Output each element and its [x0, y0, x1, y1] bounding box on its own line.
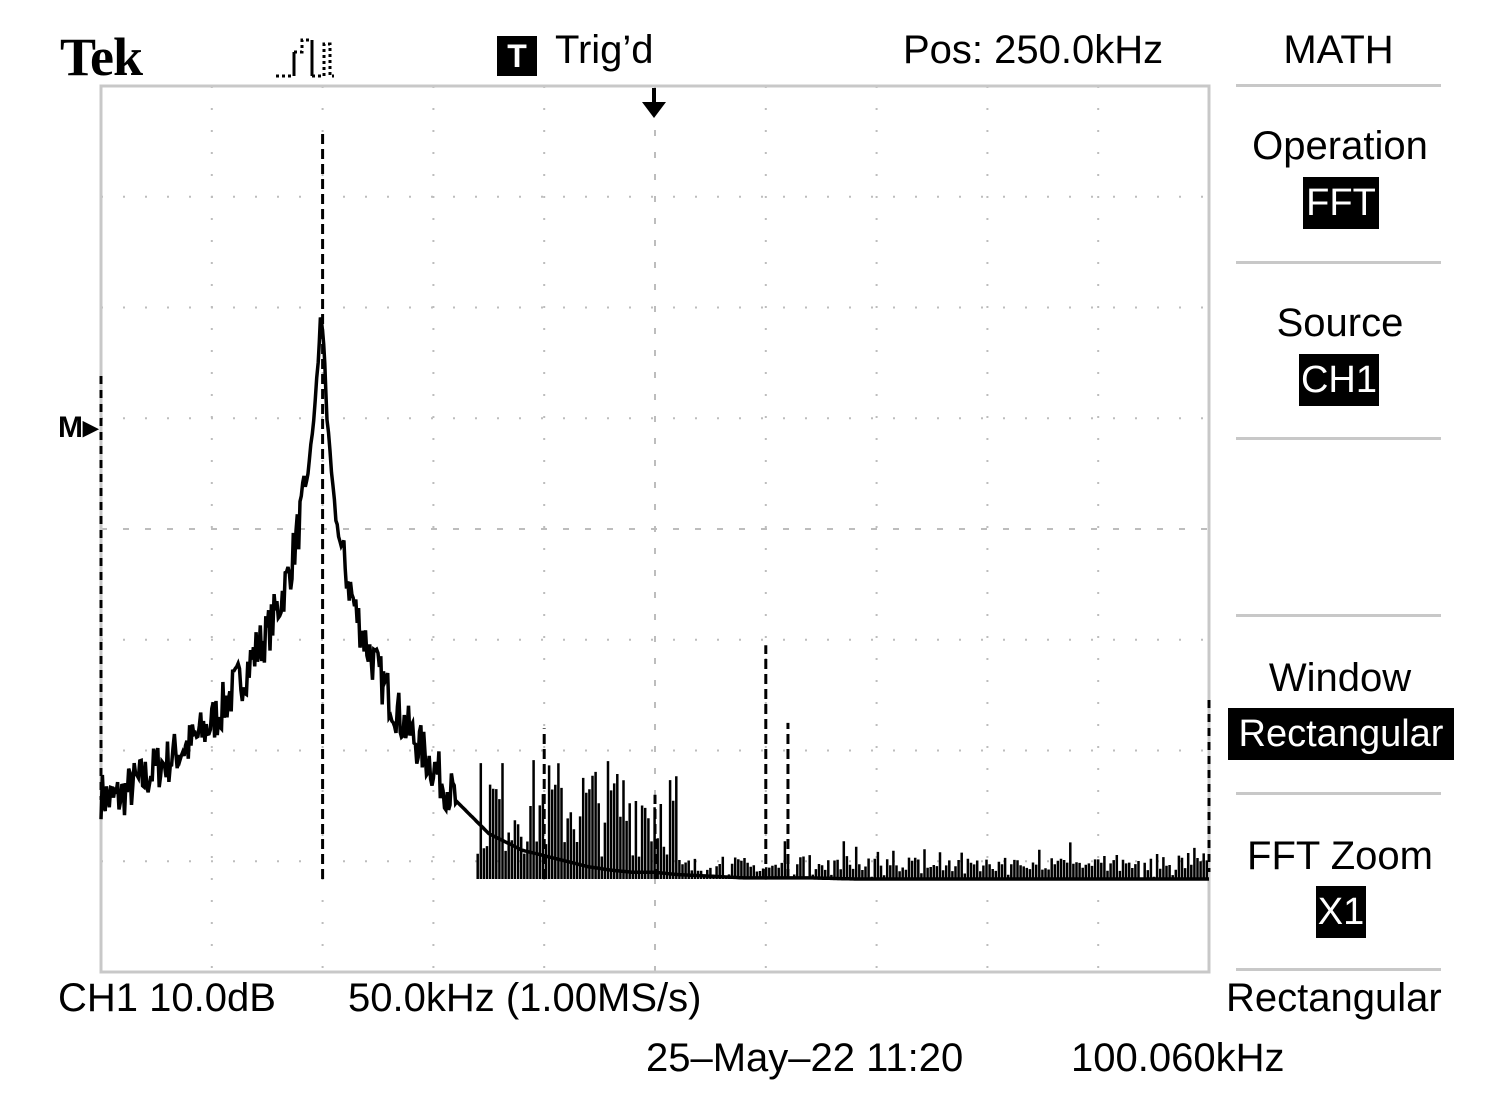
menu-item-fft-zoom-value[interactable]: X1 [1316, 886, 1366, 938]
menu-item-fft-zoom-label[interactable]: FFT Zoom [1247, 834, 1433, 878]
frequency-scale: 50.0kHz (1.00MS/s) [348, 976, 702, 1020]
menu-item-operation-value[interactable]: FFT [1303, 177, 1379, 229]
menu-separator [1236, 84, 1441, 87]
trigger-position-arrow-icon [642, 88, 666, 118]
date-time: 25–May–22 11:20 [646, 1036, 964, 1080]
menu-item-window-value[interactable]: Rectangular [1228, 708, 1454, 760]
menu-separator [1236, 614, 1441, 617]
frequency-readout: 100.060kHz [1071, 1036, 1285, 1080]
menu-item-window-label[interactable]: Window [1268, 656, 1412, 700]
menu-separator [1236, 968, 1441, 971]
brand-logo: Tek [60, 27, 143, 87]
menu-separator [1236, 261, 1441, 264]
channel-scale: CH1 10.0dB [58, 976, 276, 1020]
window-readout: Rectangular [1226, 976, 1442, 1020]
acquisition-run-icon [276, 38, 334, 78]
menu-separator [1236, 437, 1441, 440]
spectral-spikes [321, 130, 790, 879]
graticule [101, 86, 1209, 972]
menu-title: MATH [1283, 28, 1394, 72]
horizontal-position: Pos: 250.0kHz [903, 28, 1164, 72]
fft-trace [99, 317, 1209, 881]
menu-item-source-label[interactable]: Source [1276, 301, 1404, 345]
menu-item-operation-label[interactable]: Operation [1252, 124, 1428, 168]
graticule-frame [99, 84, 1211, 974]
menu-item-source-value[interactable]: CH1 [1299, 354, 1379, 406]
noise-floor-trace [476, 760, 1209, 879]
math-reference-marker: M▸ [58, 411, 99, 444]
menu-separator [1236, 792, 1441, 795]
trigger-status: Trig’d [555, 28, 654, 72]
trigger-badge: T [497, 36, 537, 76]
